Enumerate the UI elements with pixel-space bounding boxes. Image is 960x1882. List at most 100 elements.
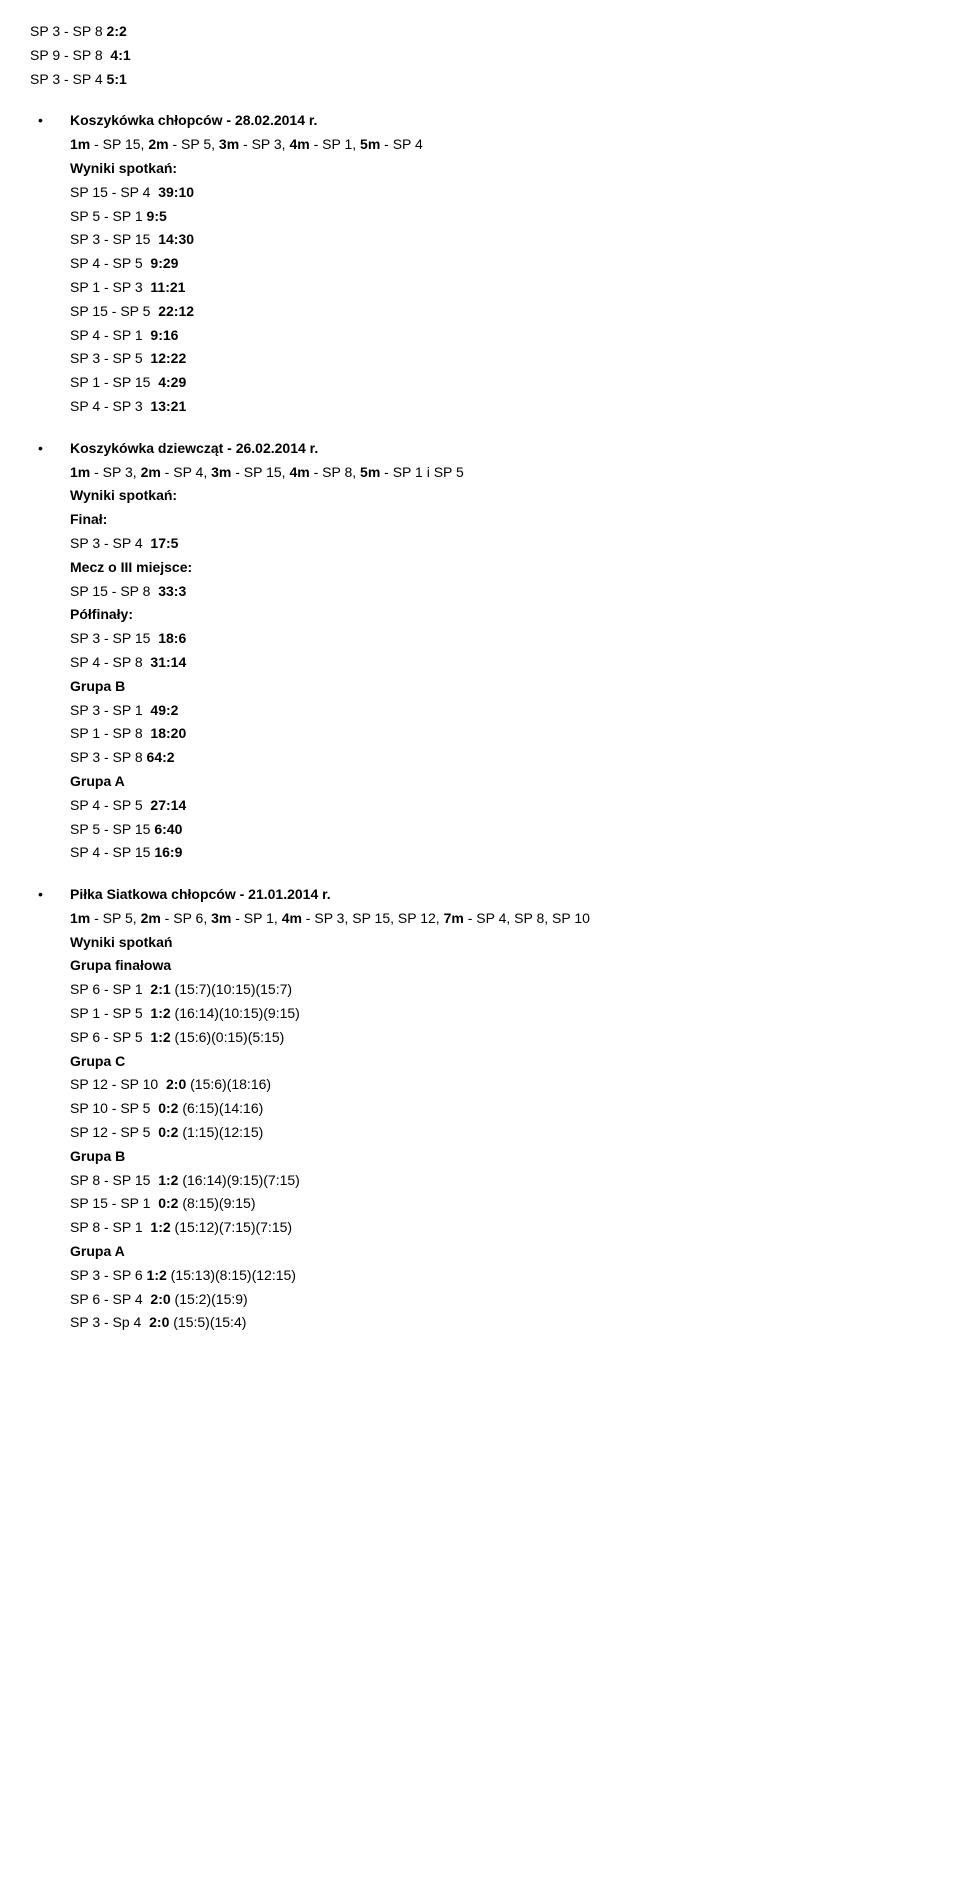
text-fragment: SP 3 - SP 5	[70, 350, 150, 366]
text-fragment: SP 3 - SP 6	[70, 1267, 147, 1283]
text-line: SP 3 - Sp 4 2:0 (15:5)(15:4)	[70, 1311, 930, 1335]
text-fragment: (15:7)(10:15)(15:7)	[171, 981, 292, 997]
text-fragment: 2m	[141, 464, 161, 480]
text-line: Półfinały:	[70, 603, 930, 627]
text-fragment: Grupa B	[70, 678, 125, 694]
text-line: SP 6 - SP 1 2:1 (15:7)(10:15)(15:7)	[70, 978, 930, 1002]
text-line: Grupa A	[70, 770, 930, 794]
text-fragment: Wyniki spotkań:	[70, 160, 177, 176]
text-line: SP 4 - SP 5 9:29	[70, 252, 930, 276]
text-fragment: Wyniki spotkań:	[70, 487, 177, 503]
text-fragment: (15:6)(18:16)	[186, 1076, 271, 1092]
text-fragment: - SP 3, SP 15, SP 12,	[302, 910, 444, 926]
text-fragment: 1:2	[147, 1267, 167, 1283]
text-line: SP 15 - SP 8 33:3	[70, 580, 930, 604]
text-fragment: - SP 1,	[310, 136, 360, 152]
text-fragment: 0:2	[158, 1100, 178, 1116]
text-fragment: - SP 8,	[310, 464, 360, 480]
text-fragment: SP 15 - SP 5	[70, 303, 158, 319]
text-fragment: - SP 5,	[90, 910, 140, 926]
text-fragment: 5m	[360, 464, 380, 480]
text-fragment: 27:14	[150, 797, 186, 813]
text-fragment: 0:2	[158, 1195, 178, 1211]
text-fragment: 2:1	[150, 981, 170, 997]
text-fragment: 12:22	[150, 350, 186, 366]
text-fragment: SP 9 - SP 8	[30, 47, 110, 63]
section: Koszykówka dziewcząt - 26.02.2014 r.1m -…	[30, 437, 930, 865]
text-line: SP 8 - SP 15 1:2 (16:14)(9:15)(7:15)	[70, 1169, 930, 1193]
text-fragment: (16:14)(9:15)(7:15)	[178, 1172, 299, 1188]
text-fragment: 4:29	[158, 374, 186, 390]
text-fragment: 2:0	[149, 1314, 169, 1330]
text-fragment: Grupa finałowa	[70, 957, 171, 973]
text-fragment: 9:29	[150, 255, 178, 271]
text-fragment: 4m	[282, 910, 302, 926]
text-fragment: Grupa A	[70, 1243, 125, 1259]
text-fragment: 1m	[70, 464, 90, 480]
text-line: SP 3 - SP 6 1:2 (15:13)(8:15)(12:15)	[70, 1264, 930, 1288]
text-line: SP 5 - SP 1 9:5	[70, 205, 930, 229]
text-line: 1m - SP 3, 2m - SP 4, 3m - SP 15, 4m - S…	[70, 461, 930, 485]
text-line: 1m - SP 15, 2m - SP 5, 3m - SP 3, 4m - S…	[70, 133, 930, 157]
text-fragment: SP 1 - SP 5	[70, 1005, 150, 1021]
text-line: SP 3 - SP 8 64:2	[70, 746, 930, 770]
text-fragment: 14:30	[158, 231, 194, 247]
text-fragment: - SP 1 i SP 5	[380, 464, 464, 480]
text-line: 1m - SP 5, 2m - SP 6, 3m - SP 1, 4m - SP…	[70, 907, 930, 931]
text-fragment: SP 3 - SP 8	[70, 749, 147, 765]
text-fragment: 1:2	[150, 1005, 170, 1021]
text-fragment: Grupa C	[70, 1053, 125, 1069]
text-fragment: SP 5 - SP 15	[70, 821, 154, 837]
text-fragment: 6:40	[154, 821, 182, 837]
text-line: SP 1 - SP 8 18:20	[70, 722, 930, 746]
text-fragment: SP 6 - SP 5	[70, 1029, 150, 1045]
text-line: SP 3 - SP 4 5:1	[30, 68, 930, 92]
text-fragment: SP 3 - SP 15	[70, 231, 158, 247]
text-fragment: 2:0	[166, 1076, 186, 1092]
text-line: SP 6 - SP 5 1:2 (15:6)(0:15)(5:15)	[70, 1026, 930, 1050]
text-line: SP 3 - SP 15 14:30	[70, 228, 930, 252]
text-line: Grupa finałowa	[70, 954, 930, 978]
section-title: Koszykówka dziewcząt - 26.02.2014 r.	[70, 437, 930, 461]
text-fragment: 1:2	[150, 1029, 170, 1045]
text-line: SP 4 - SP 3 13:21	[70, 395, 930, 419]
section: Piłka Siatkowa chłopców - 21.01.2014 r.1…	[30, 883, 930, 1335]
text-fragment: 9:5	[147, 208, 167, 224]
text-fragment: SP 4 - SP 5	[70, 255, 150, 271]
text-fragment: (16:14)(10:15)(9:15)	[171, 1005, 300, 1021]
text-fragment: 33:3	[158, 583, 186, 599]
text-fragment: SP 3 - Sp 4	[70, 1314, 149, 1330]
text-line: SP 4 - SP 8 31:14	[70, 651, 930, 675]
text-fragment: SP 15 - SP 4	[70, 184, 158, 200]
text-line: Wyniki spotkań:	[70, 484, 930, 508]
text-fragment: - SP 4,	[161, 464, 211, 480]
text-fragment: 18:20	[150, 725, 186, 741]
text-fragment: 5m	[360, 136, 380, 152]
text-fragment: SP 4 - SP 15	[70, 844, 154, 860]
text-fragment: 11:21	[150, 279, 185, 295]
text-fragment: Grupa B	[70, 1148, 125, 1164]
text-fragment: 1m	[70, 910, 90, 926]
text-fragment: (1:15)(12:15)	[178, 1124, 263, 1140]
text-fragment: 1:2	[150, 1219, 170, 1235]
text-fragment: 2:0	[150, 1291, 170, 1307]
text-fragment: 39:10	[158, 184, 194, 200]
text-line: Grupa B	[70, 1145, 930, 1169]
text-line: SP 12 - SP 5 0:2 (1:15)(12:15)	[70, 1121, 930, 1145]
text-fragment: 4m	[289, 464, 309, 480]
text-fragment: 2m	[141, 910, 161, 926]
text-fragment: 13:21	[150, 398, 186, 414]
text-fragment: - SP 4, SP 8, SP 10	[464, 910, 590, 926]
text-fragment: SP 15 - SP 1	[70, 1195, 158, 1211]
text-fragment: SP 3 - SP 4	[30, 71, 107, 87]
text-fragment: 4m	[289, 136, 309, 152]
text-line: SP 3 - SP 4 17:5	[70, 532, 930, 556]
text-fragment: (15:5)(15:4)	[169, 1314, 246, 1330]
text-fragment: 31:14	[150, 654, 186, 670]
text-fragment: SP 8 - SP 1	[70, 1219, 150, 1235]
text-fragment: SP 4 - SP 1	[70, 327, 150, 343]
text-fragment: (15:2)(15:9)	[171, 1291, 248, 1307]
text-fragment: SP 1 - SP 3	[70, 279, 150, 295]
text-fragment: SP 6 - SP 4	[70, 1291, 150, 1307]
text-fragment: 3m	[211, 910, 231, 926]
